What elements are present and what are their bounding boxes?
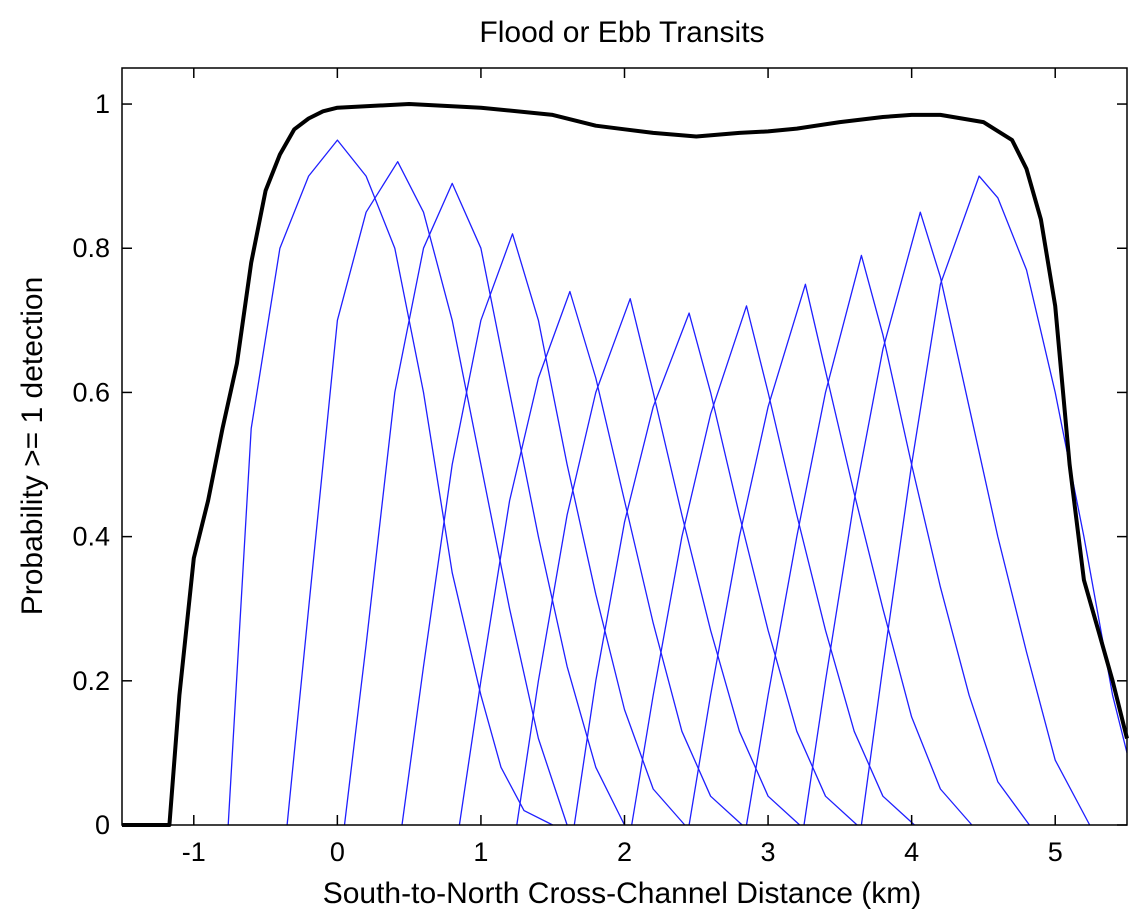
series-line-9: [688, 283, 973, 826]
series-line-11: [803, 211, 1091, 826]
x-tick-label: 3: [761, 837, 776, 867]
plot-area: [122, 102, 1129, 827]
series-line-combined: [122, 102, 1129, 827]
series-line-10: [745, 254, 1030, 826]
x-tick-label: -1: [182, 837, 206, 867]
x-tick-label: 5: [1048, 837, 1063, 867]
series-line-7: [573, 312, 858, 826]
series-line-3: [343, 182, 626, 826]
x-tick-label: 0: [330, 837, 345, 867]
series-line-1: [227, 139, 553, 826]
series-line-5: [458, 290, 743, 826]
y-tick-label: 0.2: [72, 666, 110, 696]
series-line-4: [401, 233, 686, 826]
y-axis: 0 0.2 0.4 0.6 0.8 1: [72, 89, 1127, 840]
y-tick-label: 0: [95, 810, 110, 840]
series-line-6: [516, 298, 801, 826]
chart-title: Flood or Ebb Transits: [479, 16, 764, 49]
y-tick-label: 0.6: [72, 377, 110, 407]
x-tick-label: 2: [617, 837, 632, 867]
y-axis-label: Probability >= 1 detection: [16, 277, 49, 616]
x-tick-label: 1: [473, 837, 488, 867]
y-tick-label: 1: [95, 89, 110, 119]
x-axis-label: South-to-North Cross-Channel Distance (k…: [323, 877, 922, 910]
x-tick-label: 4: [904, 837, 919, 867]
series-line-2: [286, 161, 568, 826]
series-line-8: [631, 305, 915, 826]
x-axis: -1 0 1 2 3 4 5: [182, 68, 1063, 867]
y-tick-label: 0.4: [72, 522, 110, 552]
series-line-12: [860, 175, 1128, 826]
y-tick-label: 0.8: [72, 233, 110, 263]
